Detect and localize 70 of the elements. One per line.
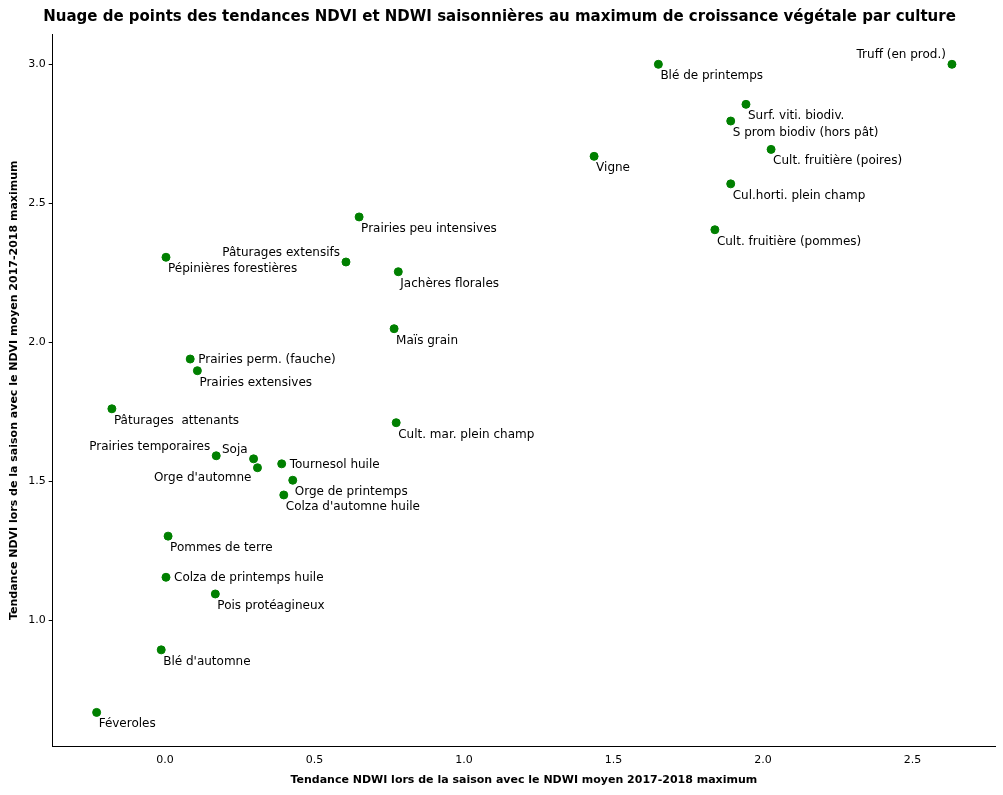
point (766, 144, 776, 154)
point (393, 267, 403, 277)
annotation: Pâturages extensifs (222, 244, 340, 259)
point (92, 707, 102, 717)
annotation: Tournesol huile (288, 456, 380, 471)
annotation: Pépinières forestières (168, 261, 298, 276)
point (211, 451, 221, 461)
x-tick-label: 1.5 (604, 753, 623, 767)
y-tick-label: 3.0 (28, 57, 46, 71)
annotation: Cul.horti. plein champ (732, 187, 866, 202)
point (156, 645, 166, 655)
annotation: Pommes de terre (170, 540, 273, 555)
point (354, 212, 364, 222)
y-axis-title: Tendance NDVI lors de la saison avec le NDVI moyen 2017-2018 maximum (7, 160, 21, 621)
y-tick-label: 2.5 (28, 196, 46, 210)
point (741, 99, 751, 109)
annotation: Pois protéagineux (217, 597, 325, 612)
annotation: Jachères florales (399, 275, 500, 290)
point (341, 257, 351, 267)
point (279, 490, 289, 500)
x-tick-label: 1.0 (455, 753, 473, 767)
point (726, 116, 736, 126)
point (947, 59, 957, 69)
y-tick-label: 1.5 (28, 474, 46, 488)
point (589, 151, 599, 161)
point (710, 225, 720, 235)
point (252, 463, 262, 473)
annotation: Maïs grain (396, 332, 459, 347)
x-tick-label: 0.5 (305, 753, 324, 767)
x-tick-label: 2.0 (754, 753, 772, 767)
chart-title: Nuage de points des tendances NDVI et NDWI saisonnières au maximum de croissance végétale par culture (43, 6, 956, 25)
annotation: Colza de printemps huile (174, 570, 324, 585)
annotation: Orge de printemps (294, 484, 408, 499)
x-axis-title: Tendance NDWI lors de la saison avec le NDWI moyen 2017-2018 maximum (290, 773, 758, 787)
point (163, 531, 173, 541)
annotation: Truff (en prod.) (855, 47, 946, 62)
annotation: Cult. fruitière (poires) (773, 153, 903, 168)
annotation: Cult. mar. plein champ (398, 426, 535, 441)
annotation: Prairies extensives (199, 374, 313, 389)
point (389, 324, 399, 334)
y-tick-label: 2.0 (28, 335, 46, 349)
annotation: Soja (221, 441, 248, 456)
annotation: Féveroles (98, 716, 156, 731)
annotation: Pâturages attenants (113, 412, 240, 427)
annotation: Prairies temporaires (89, 438, 211, 453)
annotation: Cult. fruitière (pommes) (716, 233, 862, 248)
point (107, 404, 117, 414)
annotation: Colza d'automne huile (285, 498, 420, 513)
point (288, 475, 298, 485)
annotation: S prom biodiv (hors pât) (732, 125, 879, 140)
annotation: Prairies peu intensives (361, 220, 497, 235)
point (210, 589, 220, 599)
point (391, 418, 401, 428)
point (185, 354, 195, 364)
point (192, 366, 202, 376)
point (249, 454, 259, 464)
annotation: Prairies perm. (fauche) (198, 352, 336, 367)
annotation: Blé de printemps (660, 68, 764, 83)
annotation: Orge d'automne (153, 469, 252, 484)
point (161, 572, 171, 582)
x-tick-label: 0.0 (156, 753, 174, 767)
point (653, 59, 663, 69)
annotation: Vigne (596, 160, 630, 175)
x-tick-label: 2.5 (903, 753, 922, 767)
annotation: Surf. viti. biodiv. (747, 108, 845, 123)
point (161, 252, 171, 262)
point (726, 179, 736, 189)
y-tick-label: 1.0 (28, 613, 46, 627)
annotation: Blé d'automne (163, 653, 251, 668)
point (277, 459, 287, 469)
